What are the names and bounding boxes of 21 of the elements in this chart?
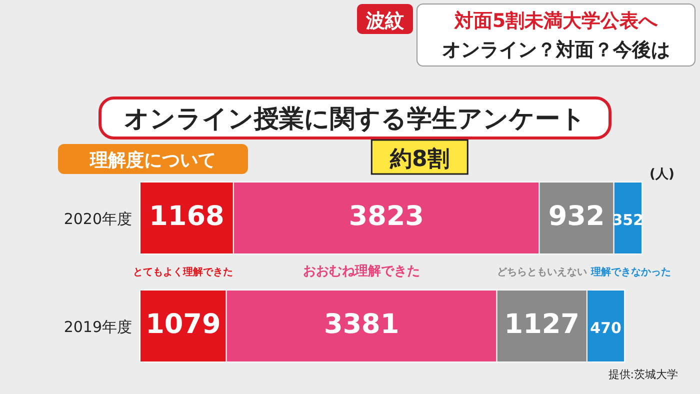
text: 対面5割未満大学公表へ bbox=[453, 10, 659, 32]
text: 波紋 bbox=[365, 10, 405, 32]
series-label: どちらともいえない bbox=[496, 267, 587, 278]
data-label: 1168 bbox=[149, 201, 224, 232]
data-label: 3381 bbox=[324, 309, 400, 340]
data-label: 1079 bbox=[146, 309, 221, 340]
series-label: とてもよく理解できた bbox=[133, 266, 234, 278]
text: 約8割 bbox=[388, 147, 450, 172]
y-tick-label: 2019年度 bbox=[64, 318, 132, 336]
annotation: 提供:茨城大学 bbox=[608, 368, 678, 381]
data-label: 1127 bbox=[504, 309, 580, 340]
chart-title: オンライン授業に関する学生アンケート bbox=[124, 104, 586, 133]
text: (人) bbox=[650, 167, 674, 182]
chart-subtitle: 理解度について bbox=[89, 150, 216, 171]
data-label: 932 bbox=[548, 201, 605, 232]
text: オンライン？対面？今後は bbox=[442, 39, 670, 61]
data-label: 470 bbox=[590, 319, 622, 337]
data-label: 3823 bbox=[348, 201, 424, 232]
y-tick-label: 2020年度 bbox=[64, 210, 132, 228]
series-label: 理解できなかった bbox=[590, 266, 671, 278]
series-label: おおむね理解できた bbox=[303, 264, 420, 279]
